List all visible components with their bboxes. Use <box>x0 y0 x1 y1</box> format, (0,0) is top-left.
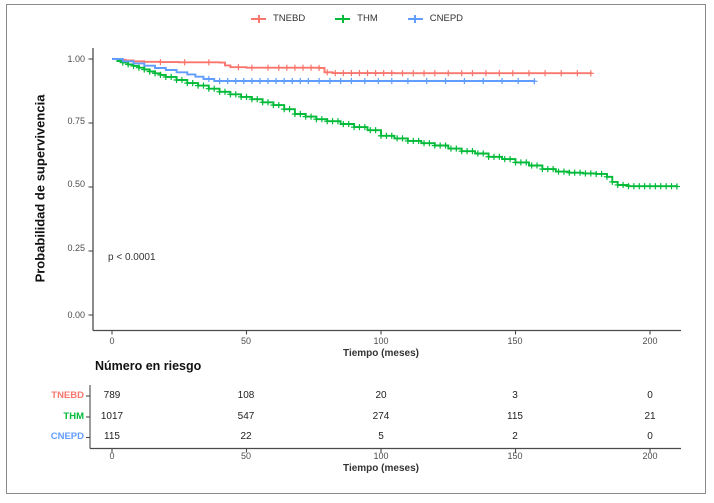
legend-item-cnepd: CNEPD <box>407 13 464 24</box>
risk-value: 22 <box>240 431 252 442</box>
legend-item-tnebd: TNEBD <box>250 13 306 24</box>
tnebd-line-marker-icon <box>250 14 266 23</box>
y-tick-label: 0.75 <box>67 116 85 126</box>
legend-label-cnepd: CNEPD <box>429 13 464 24</box>
y-tick-label: 0.00 <box>67 310 85 320</box>
legend-label-thm: THM <box>357 13 378 24</box>
risk-x-tick-label: 0 <box>109 451 115 461</box>
legend-item-thm: THM <box>335 13 378 24</box>
legend-label-tnebd: TNEBD <box>272 13 306 24</box>
x-tick-label: 50 <box>240 336 252 346</box>
risk-value: 3 <box>512 390 518 401</box>
risk-value: 115 <box>507 411 523 422</box>
km-curve-thm <box>112 58 678 188</box>
risk-value: 274 <box>372 411 390 422</box>
risk-value: 1017 <box>100 411 124 422</box>
risk-value: 2 <box>512 431 518 442</box>
x-tick-label: 150 <box>507 336 523 346</box>
figure-border <box>6 4 706 494</box>
x-tick-label: 100 <box>373 336 389 346</box>
risk-value: 115 <box>104 431 120 442</box>
risk-row-label-tnebd: TNEBD <box>51 390 84 401</box>
y-axis-title: Probabilidad de supervivencia <box>32 94 48 283</box>
x-tick-label: 200 <box>642 336 658 346</box>
legend: TNEBD THM CNEPD <box>250 13 464 24</box>
p-value-annotation: p < 0.0001 <box>108 252 156 263</box>
risk-value: 21 <box>644 411 656 422</box>
x-tick-label: 0 <box>109 336 115 346</box>
risk-value: 5 <box>378 431 384 442</box>
risk-value: 0 <box>647 431 653 442</box>
risk-value: 0 <box>647 390 653 401</box>
y-tick-label: 0.25 <box>67 243 85 253</box>
cnepd-line-marker-icon <box>407 14 423 23</box>
risk-value: 789 <box>103 390 121 401</box>
risk-x-tick-label: 150 <box>507 451 523 461</box>
risk-value: 20 <box>375 390 387 401</box>
thm-line-marker-icon <box>335 14 351 23</box>
risk-value: 547 <box>237 411 255 422</box>
y-tick-label: 0.50 <box>67 179 85 189</box>
risk-table-title: Número en riesgo <box>95 359 202 373</box>
risk-row-label-thm: THM <box>63 411 84 422</box>
risk-x-tick-label: 100 <box>373 451 389 461</box>
risk-x-tick-label: 200 <box>642 451 658 461</box>
risk-value: 108 <box>237 390 255 401</box>
y-tick-label: 1.00 <box>67 54 85 64</box>
risk-row-label-cnepd: CNEPD <box>50 431 84 442</box>
x-axis-title: Tiempo (meses) <box>343 348 419 359</box>
risk-x-axis-title: Tiempo (meses) <box>343 463 419 474</box>
risk-x-tick-label: 50 <box>240 451 252 461</box>
